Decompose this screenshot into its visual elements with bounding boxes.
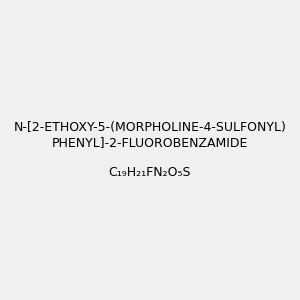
Text: N-[2-ETHOXY-5-(MORPHOLINE-4-SULFONYL)
PHENYL]-2-FLUOROBENZAMIDE

C₁₉H₂₁FN₂O₅S: N-[2-ETHOXY-5-(MORPHOLINE-4-SULFONYL) PH… — [14, 121, 286, 179]
